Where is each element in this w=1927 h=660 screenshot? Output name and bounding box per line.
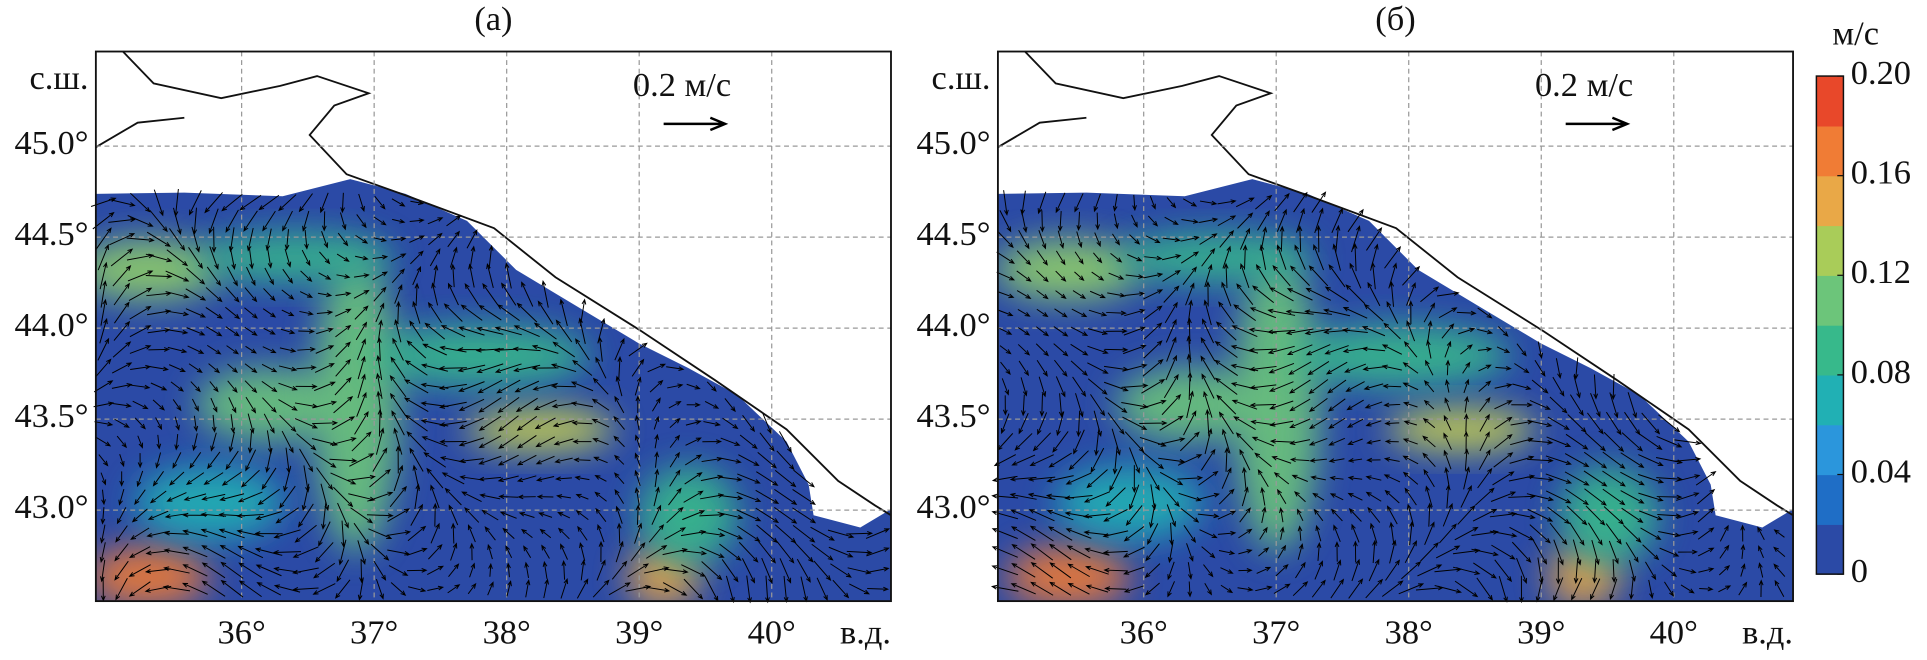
x-tick-label: 38° — [1385, 613, 1433, 651]
colorbar-band — [1816, 474, 1844, 525]
coastline — [997, 50, 1794, 517]
map-panel: 36° 37° 38° 39° 40° 43.0° 43.5° 44.0° 44.5° 45.0°… — [917, 0, 1794, 651]
speed-patch — [1559, 466, 1658, 565]
y-tick-label: 44.5° — [15, 215, 89, 253]
x-tick-label: 39° — [1517, 613, 1565, 651]
y-tick-label: 43.0° — [15, 488, 89, 526]
colorbar-band — [1816, 374, 1844, 426]
speed-patch — [1233, 257, 1320, 553]
x-tick-label: 37° — [350, 613, 398, 651]
y-axis-label: с.ш. — [932, 59, 991, 97]
colorbar-band — [1816, 125, 1844, 177]
speed-patch — [196, 233, 394, 283]
x-axis-label: в.д. — [840, 613, 891, 651]
colorbar-band — [1816, 275, 1844, 326]
x-tick-label: 37° — [1252, 613, 1300, 651]
panel-title: (а) — [474, 0, 512, 38]
colorbar-band — [1816, 76, 1844, 127]
speed-patch — [95, 239, 222, 301]
colorbar-tick-label: 0.12 — [1851, 253, 1911, 291]
colorbar-frame — [1815, 75, 1845, 575]
y-tick-label: 44.5° — [917, 215, 991, 253]
current-arrows — [990, 190, 1786, 604]
speed-patch — [1289, 325, 1511, 387]
speed-patch — [1006, 545, 1130, 602]
y-tick-label: 44.0° — [917, 306, 991, 344]
x-tick-label: 40° — [748, 613, 796, 651]
y-axis-label: с.ш. — [30, 59, 89, 97]
colorbar-tick-label: 0.04 — [1851, 452, 1911, 490]
scale-arrow — [1565, 116, 1631, 132]
scale-label: 0.2 м/с — [633, 66, 731, 104]
x-tick-label: 38° — [483, 613, 531, 651]
speed-patch — [95, 545, 209, 602]
x-tick-label: 40° — [1650, 613, 1698, 651]
x-tick-label: 36° — [1120, 613, 1168, 651]
speed-patch — [1055, 466, 1204, 540]
colorbar-band — [1816, 175, 1844, 227]
y-tick-label: 43.5° — [917, 397, 991, 435]
speed-patch — [467, 407, 615, 452]
colorbar-tick-label: 0 — [1851, 552, 1868, 590]
plot-frame — [996, 50, 1794, 603]
colorbar-unit: м/с — [1832, 15, 1879, 53]
y-tick-label: 44.0° — [15, 306, 89, 344]
speed-patch — [368, 325, 590, 387]
x-tick-label: 36° — [218, 613, 266, 651]
scale-label: 0.2 м/с — [1535, 66, 1633, 104]
map-panel: 36° 37° 38° 39° 40° 43.0° 43.5° 44.0° 44.5° 45.0°… — [15, 0, 892, 651]
colorbar-band — [1816, 325, 1844, 376]
colorbar-tick-label: 0.16 — [1851, 154, 1911, 192]
speed-shading — [95, 233, 738, 602]
speed-patch — [1117, 233, 1314, 283]
colorbar-band — [1816, 424, 1844, 476]
x-tick-label: 39° — [615, 613, 663, 651]
speed-patch — [313, 257, 400, 553]
colorbar-tick-label: 0.20 — [1851, 54, 1911, 92]
colorbar: 0 0.04 0.08 0.12 0.16 0.20м/с — [1815, 15, 1911, 590]
plot-frame — [94, 50, 892, 603]
y-tick-label: 45.0° — [917, 124, 991, 162]
y-tick-label: 43.0° — [917, 488, 991, 526]
current-arrows — [90, 188, 891, 604]
colorbar-band — [1816, 225, 1844, 276]
speed-patch — [639, 466, 738, 565]
scale-arrow — [663, 116, 729, 132]
speed-patch — [1387, 407, 1535, 452]
panel-title: (б) — [1375, 0, 1415, 38]
x-axis-label: в.д. — [1742, 613, 1793, 651]
y-tick-label: 45.0° — [15, 124, 89, 162]
speed-patch — [997, 239, 1142, 301]
y-tick-label: 43.5° — [15, 397, 89, 435]
coastline — [95, 50, 892, 517]
colorbar-band — [1816, 524, 1844, 575]
colorbar-tick-label: 0.08 — [1851, 353, 1911, 391]
